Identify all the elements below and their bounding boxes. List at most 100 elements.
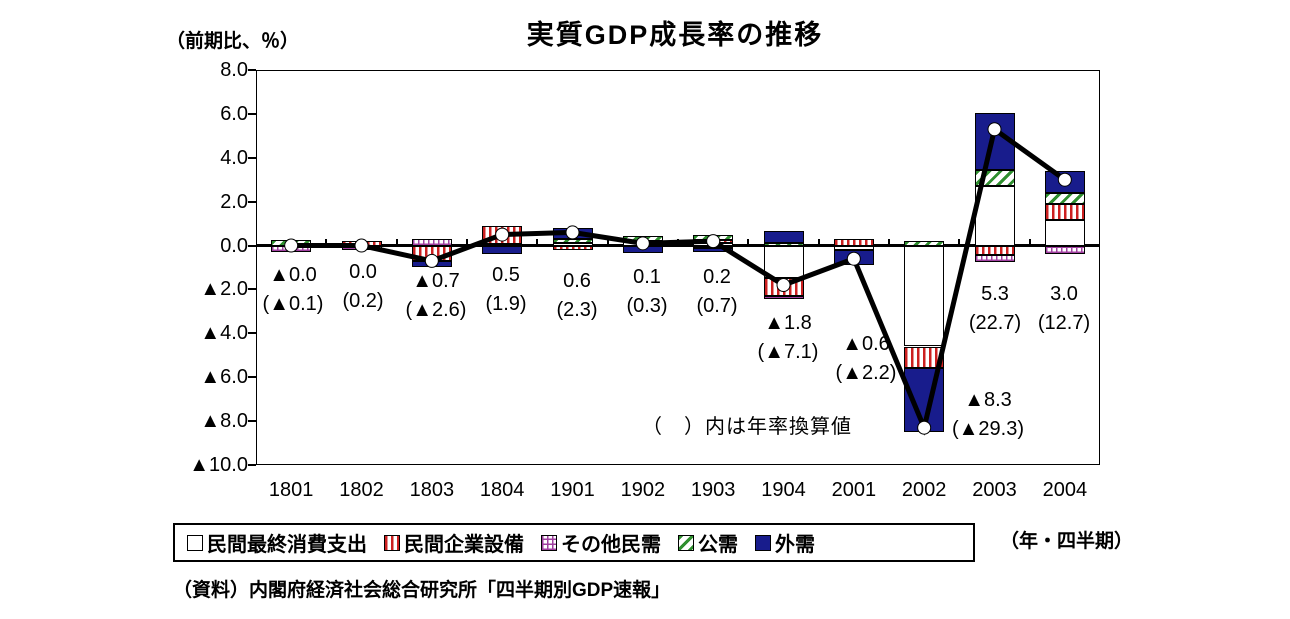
y-tick-mark <box>248 156 256 159</box>
y-tick-label: ▲8.0 <box>200 410 248 433</box>
legend-item-label: その他民需 <box>561 534 661 556</box>
line-marker <box>706 234 721 249</box>
x-tick-label: 2003 <box>972 479 1017 501</box>
point-label: ▲1.8 (▲7.1) <box>713 310 863 365</box>
y-tick-label: 8.0 <box>220 59 248 81</box>
point-label-value: ▲0.0 <box>269 264 317 286</box>
bar-segment-red-vertical-stripes <box>552 245 593 250</box>
line-marker <box>917 420 932 435</box>
x-tick-label: 1801 <box>268 479 314 501</box>
y-tick-label: 6.0 <box>220 102 248 125</box>
annualized-note: （ ）内は年率換算値 <box>642 416 852 438</box>
y-tick-label: 2.0 <box>220 190 248 213</box>
x-tick-label: 1904 <box>761 479 806 501</box>
point-label-value: ▲1.8 <box>764 312 812 334</box>
point-label-annualized: (▲29.3) <box>951 418 1025 440</box>
bar-segment-red-vertical-stripes <box>904 346 945 369</box>
bar-segment-green-diagonal <box>552 238 593 244</box>
x-tick-label: 1802 <box>339 479 384 501</box>
bar-segment-green-diagonal <box>763 243 804 246</box>
y-tick-label: 0.0 <box>220 234 248 257</box>
point-label-annualized: (▲2.2) <box>835 362 897 384</box>
point-label: 0.6 (2.3) <box>502 268 652 323</box>
zero-axis-line <box>256 244 1100 247</box>
line-marker <box>354 238 369 253</box>
gdp-line <box>291 125 1067 436</box>
legend-item: その他民需 <box>541 528 661 557</box>
x-tick-label: 1804 <box>479 479 525 501</box>
line-marker <box>635 236 650 251</box>
x-tick-label: 1803 <box>409 479 455 501</box>
legend-swatch-red-vertical-stripes <box>384 534 400 551</box>
line-marker <box>424 253 439 268</box>
point-label: ▲0.7 (▲2.6) <box>361 268 511 323</box>
bar-segment-purple-crosshatch <box>974 255 1015 262</box>
point-label: 0.0 (0.2) <box>288 259 438 314</box>
line-marker <box>846 251 861 266</box>
category-tick-mark <box>817 238 820 246</box>
y-tick-mark <box>248 200 256 203</box>
point-label-value: 0.5 <box>492 264 520 286</box>
bar-segment-white <box>904 245 945 347</box>
point-label-annualized: (1.9) <box>485 293 527 315</box>
legend-swatch-navy-solid <box>755 534 771 551</box>
y-tick-label: 4.0 <box>220 146 248 169</box>
legend-item: 公需 <box>678 528 738 557</box>
point-label-value: 0.0 <box>349 261 377 283</box>
line-marker <box>565 225 580 240</box>
point-label-annualized: (0.3) <box>626 295 668 317</box>
bar-segment-purple-crosshatch <box>1044 245 1085 255</box>
y-tick-mark <box>248 112 256 115</box>
y-tick-label: ▲4.0 <box>200 322 248 345</box>
y-tick-label: ▲6.0 <box>200 366 248 389</box>
point-label-value: ▲0.7 <box>412 270 460 292</box>
y-tick-label: ▲10.0 <box>189 454 248 476</box>
category-tick-mark <box>325 238 328 246</box>
category-tick-mark <box>888 238 890 246</box>
point-label-annualized: (0.7) <box>696 295 738 317</box>
legend-item-label: 外需 <box>775 534 815 556</box>
point-label-annualized: (2.3) <box>556 299 598 321</box>
point-label: 0.2 (0.7) <box>642 264 792 319</box>
point-label-value: 0.2 <box>703 266 731 288</box>
category-tick-mark <box>606 238 609 246</box>
legend-swatch-green-diagonal <box>678 534 694 551</box>
legend: 民間最終消費支出 民間企業設備 その他民需 公需 外需 <box>173 523 975 562</box>
point-label-annualized: (22.7) <box>968 312 1022 334</box>
legend-item-label: 民間最終消費支出 <box>207 534 367 556</box>
legend-item: 民間最終消費支出 <box>187 528 367 557</box>
category-tick-mark <box>395 238 398 246</box>
point-label-annualized: (12.7) <box>1037 312 1091 334</box>
legend-swatch-purple-crosshatch <box>541 534 557 551</box>
y-tick-mark <box>248 69 256 71</box>
y-tick-mark <box>248 332 256 335</box>
y-tick-label: ▲2.0 <box>200 278 248 301</box>
point-label-value: ▲8.3 <box>964 389 1012 411</box>
line-marker <box>776 278 791 293</box>
point-label-value: ▲0.6 <box>842 333 890 355</box>
category-tick-mark <box>747 238 750 246</box>
bar-segment-navy-solid <box>693 247 734 253</box>
point-label-annualized: (0.2) <box>342 290 384 312</box>
category-tick-mark <box>466 238 468 246</box>
y-tick-mark <box>248 464 256 466</box>
chart-title: 実質GDP成長率の推移 <box>526 20 824 50</box>
point-label-value: 3.0 <box>1050 283 1078 305</box>
point-label: ▲0.6 (▲2.2) <box>791 331 941 386</box>
legend-item-label: 公需 <box>698 534 738 556</box>
x-tick-label: 2002 <box>901 479 947 501</box>
line-marker <box>284 238 299 253</box>
source-note: （資料）内閣府経済社会総合研究所「四半期別GDP速報」 <box>173 580 671 601</box>
bar-segment-green-diagonal <box>904 241 945 246</box>
point-label: 5.3 (22.7) <box>920 281 1070 336</box>
legend-item: 民間企業設備 <box>384 528 524 557</box>
bar-segment-red-vertical-stripes <box>1044 203 1085 221</box>
point-label-value: 0.6 <box>563 270 591 292</box>
bar-segment-red-vertical-stripes <box>974 245 1015 256</box>
bar-segment-white <box>1044 220 1085 246</box>
line-marker <box>987 122 1002 137</box>
x-tick-label: 1901 <box>550 479 595 501</box>
point-label: ▲8.3 (▲29.3) <box>913 387 1063 442</box>
